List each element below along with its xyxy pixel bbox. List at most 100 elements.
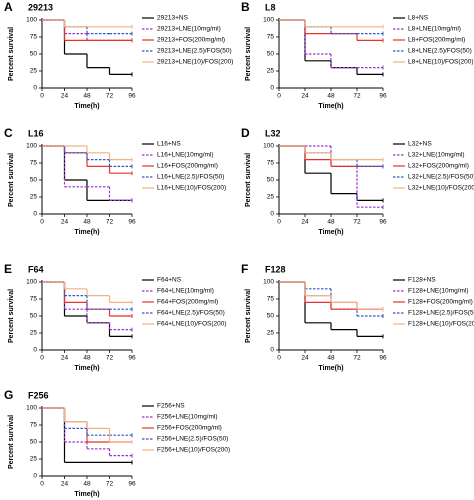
y-tick-label: 25 (30, 330, 38, 337)
legend-label: F128+LNE(10mg/ml) (408, 288, 469, 295)
x-tick-label: 72 (106, 481, 114, 488)
legend-label: L16+NS (157, 141, 181, 148)
legend-label: F64+LNE(10mg/ml) (157, 288, 214, 295)
legend-label: F256+LNE(10mg/ml) (157, 414, 218, 421)
legend-label: 29213+LNE(2.5)/FOS(50) (157, 48, 232, 55)
y-tick-label: 25 (30, 456, 38, 463)
legend-label: 29213+FOS(200mg/ml) (157, 37, 225, 44)
panel-label: D (241, 126, 250, 140)
x-tick-label: 72 (106, 355, 114, 362)
y-tick-label: 0 (33, 473, 37, 480)
legend-label: F128+LNE(10)/FOS(200) (408, 321, 474, 328)
y-tick-label: 50 (30, 313, 38, 320)
legend-label: L32+LNE(2.5)/FOS(50) (408, 174, 474, 181)
y-tick-label: 50 (267, 177, 275, 184)
y-tick-label: 100 (263, 279, 274, 286)
legend-label: L16+LNE(10mg/ml) (157, 152, 214, 159)
legend-label: L8+LNE(2.5)/FOS(50) (408, 48, 472, 55)
y-tick-label: 0 (33, 347, 37, 354)
y-axis-label: Percent survival (8, 289, 15, 343)
y-tick-label: 0 (270, 347, 274, 354)
legend-label: 29213+NS (157, 15, 189, 22)
y-tick-label: 50 (30, 51, 38, 58)
legend-label: F128+NS (408, 277, 436, 284)
y-tick-label: 100 (263, 143, 274, 150)
legend-label: L8+NS (408, 15, 429, 22)
legend-label: L16+LNE(2.5)/FOS(50) (157, 174, 224, 181)
y-tick-label: 50 (267, 313, 275, 320)
x-tick-label: 72 (106, 219, 114, 226)
chart-title: L8 (265, 2, 276, 12)
x-tick-label: 24 (301, 93, 309, 100)
y-axis-label: Percent survival (245, 289, 252, 343)
legend-label: L32+NS (408, 141, 432, 148)
y-tick-label: 75 (30, 296, 38, 303)
legend-label: F256+NS (157, 403, 185, 410)
y-tick-label: 100 (26, 279, 37, 286)
x-tick-label: 0 (277, 219, 281, 226)
x-tick-label: 24 (61, 481, 69, 488)
legend-label: L32+LNE(10)/FOS(200) (408, 185, 474, 192)
panel-label: G (4, 388, 13, 402)
y-axis-label: Percent survival (8, 27, 15, 81)
x-axis-label: Time(h) (318, 103, 343, 110)
legend-label: F128+FOS(200mg/ml) (408, 299, 473, 306)
panel-label: B (241, 0, 250, 14)
y-axis-label: Percent survival (245, 153, 252, 207)
y-tick-label: 50 (267, 51, 275, 58)
x-tick-label: 48 (327, 219, 335, 226)
y-tick-label: 75 (267, 296, 275, 303)
legend-label: F64+NS (157, 277, 182, 284)
chart-title: F256 (28, 390, 49, 400)
chart-title: F64 (28, 264, 44, 274)
x-tick-label: 96 (128, 355, 136, 362)
x-axis-label: Time(h) (318, 365, 343, 372)
legend-label: F256+FOS(200mg/ml) (157, 425, 222, 432)
x-tick-label: 24 (301, 355, 309, 362)
x-tick-label: 24 (61, 219, 69, 226)
y-tick-label: 75 (30, 160, 38, 167)
y-tick-label: 25 (30, 194, 38, 201)
x-tick-label: 0 (277, 93, 281, 100)
y-tick-label: 25 (267, 194, 275, 201)
x-tick-label: 96 (128, 219, 136, 226)
legend-label: L8+LNE(10mg/ml) (408, 26, 461, 33)
x-tick-label: 72 (106, 93, 114, 100)
legend-label: F128+LNE(2.5)/FOS(50) (408, 310, 474, 317)
y-tick-label: 75 (267, 34, 275, 41)
panel-label: E (4, 262, 12, 276)
legend-label: L8+LNE(10)/FOS(200) (408, 59, 474, 66)
x-tick-label: 24 (61, 355, 69, 362)
legend-label: F256+LNE(2.5)/FOS(50) (157, 436, 228, 443)
y-tick-label: 75 (30, 34, 38, 41)
legend-label: L32+LNE(10mg/ml) (408, 152, 465, 159)
x-tick-label: 48 (83, 93, 91, 100)
y-axis-label: Percent survival (245, 27, 252, 81)
legend-label: L32+FOS(200mg/ml) (408, 163, 469, 170)
x-tick-label: 72 (353, 219, 361, 226)
x-tick-label: 0 (40, 481, 44, 488)
y-tick-label: 25 (30, 68, 38, 75)
x-tick-label: 96 (128, 481, 136, 488)
y-axis-label: Percent survival (8, 153, 15, 207)
y-tick-label: 100 (26, 405, 37, 412)
x-tick-label: 48 (83, 355, 91, 362)
chart-title: L16 (28, 128, 44, 138)
legend-label: 29213+LNE(10mg/ml) (157, 26, 221, 33)
x-tick-label: 96 (379, 355, 387, 362)
legend-label: 29213+LNE(10)/FOS(200) (157, 59, 233, 66)
panel-label: F (241, 262, 248, 276)
y-tick-label: 25 (267, 68, 275, 75)
x-axis-label: Time(h) (74, 103, 99, 110)
legend-label: F64+FOS(200mg/ml) (157, 299, 218, 306)
legend-label: L16+LNE(10)/FOS(200) (157, 185, 226, 192)
x-tick-label: 96 (379, 219, 387, 226)
chart-title: 29213 (28, 2, 53, 12)
x-tick-label: 48 (327, 93, 335, 100)
y-tick-label: 0 (33, 211, 37, 218)
legend-label: F64+LNE(2.5)/FOS(50) (157, 310, 225, 317)
y-tick-label: 0 (270, 211, 274, 218)
y-tick-label: 25 (267, 330, 275, 337)
y-tick-label: 100 (26, 143, 37, 150)
